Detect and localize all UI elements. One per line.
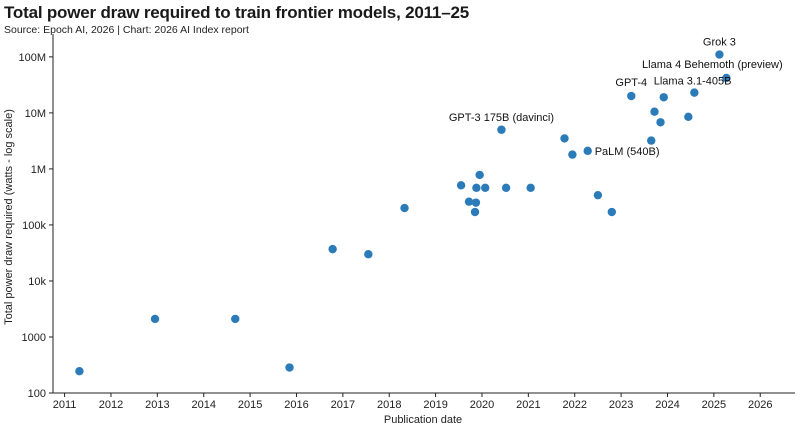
data-point [231, 314, 240, 324]
point-label: GPT-4 [615, 77, 647, 89]
point-annotations: GPT-3 175B (davinci) PaLM (540B) GPT-4 Llam… [449, 37, 783, 158]
x-tick-label: 2018 [377, 399, 401, 411]
x-tick-label: 2011 [53, 399, 77, 411]
y-tick-label: 10M [25, 108, 46, 120]
y-axis-label: Total power draw required (watts - log s… [3, 109, 15, 325]
y-tick-label: 100 [28, 388, 46, 400]
x-tick-label: 2012 [99, 399, 123, 411]
x-tick-label: 2023 [609, 399, 633, 411]
data-point [656, 118, 665, 127]
point-label: PaLM (540B) [595, 146, 660, 158]
data-point [400, 203, 409, 213]
data-point [647, 136, 656, 145]
x-tick-label: 2026 [748, 399, 772, 411]
x-tick-label: 2017 [331, 399, 355, 411]
data-point [526, 183, 535, 193]
data-point [328, 244, 337, 254]
data-point [583, 146, 592, 156]
data-point [497, 125, 506, 134]
point-label: Grok 3 [703, 37, 736, 49]
data-point [472, 183, 481, 193]
x-tick-label: 2025 [702, 399, 726, 411]
chart-title: Total power draw required to train front… [4, 3, 469, 22]
data-point [464, 197, 474, 206]
data-point [501, 183, 511, 193]
data-point [481, 183, 490, 193]
y-tick-label: 100k [22, 220, 46, 232]
x-tick-label: 2024 [655, 399, 679, 411]
data-point [650, 107, 659, 116]
chart-subtitle: Source: Epoch AI, 2026 | Chart: 2026 AI … [4, 24, 249, 36]
x-tick-label: 2014 [191, 399, 215, 411]
y-axis-ticks: 100 1000 10k 100k 1M 10M 100M [18, 52, 53, 400]
point-label: GPT-3 175B (davinci) [449, 112, 554, 124]
x-tick-label: 2015 [238, 399, 262, 411]
x-tick-label: 2016 [284, 399, 308, 411]
data-point [456, 181, 466, 190]
data-point [285, 363, 294, 372]
point-label: Llama 4 Behemoth (preview) [642, 59, 783, 71]
data-point [560, 134, 569, 143]
point-label: Llama 3.1-405B [654, 75, 732, 87]
y-tick-label: 1000 [22, 332, 46, 344]
data-point [690, 88, 699, 97]
data-point [568, 150, 577, 159]
data-point [364, 250, 373, 259]
y-tick-label: 10k [28, 276, 46, 288]
x-tick-label: 2021 [516, 399, 540, 411]
y-tick-label: 1M [31, 164, 46, 176]
data-point [659, 93, 668, 102]
y-tick-label: 100M [18, 52, 46, 64]
data-point [593, 190, 603, 200]
x-tick-label: 2013 [145, 399, 169, 411]
plot-frame [52, 34, 795, 394]
data-point [715, 50, 724, 59]
x-tick-label: 2022 [562, 399, 586, 411]
data-point [471, 198, 481, 207]
data-point [150, 314, 160, 324]
data-point [475, 170, 484, 180]
data-point [607, 207, 617, 217]
x-axis-ticks: 2011 2012 2013 2014 2015 2016 2017 2018 2019 2020… [53, 393, 772, 411]
data-point [684, 112, 693, 122]
x-axis-label: Publication date [384, 414, 462, 426]
data-point [75, 366, 84, 376]
data-point [627, 91, 636, 101]
data-point [470, 207, 480, 217]
x-tick-label: 2020 [470, 399, 494, 411]
x-tick-label: 2019 [423, 399, 447, 411]
data-point [722, 73, 731, 83]
data-points [75, 50, 731, 376]
